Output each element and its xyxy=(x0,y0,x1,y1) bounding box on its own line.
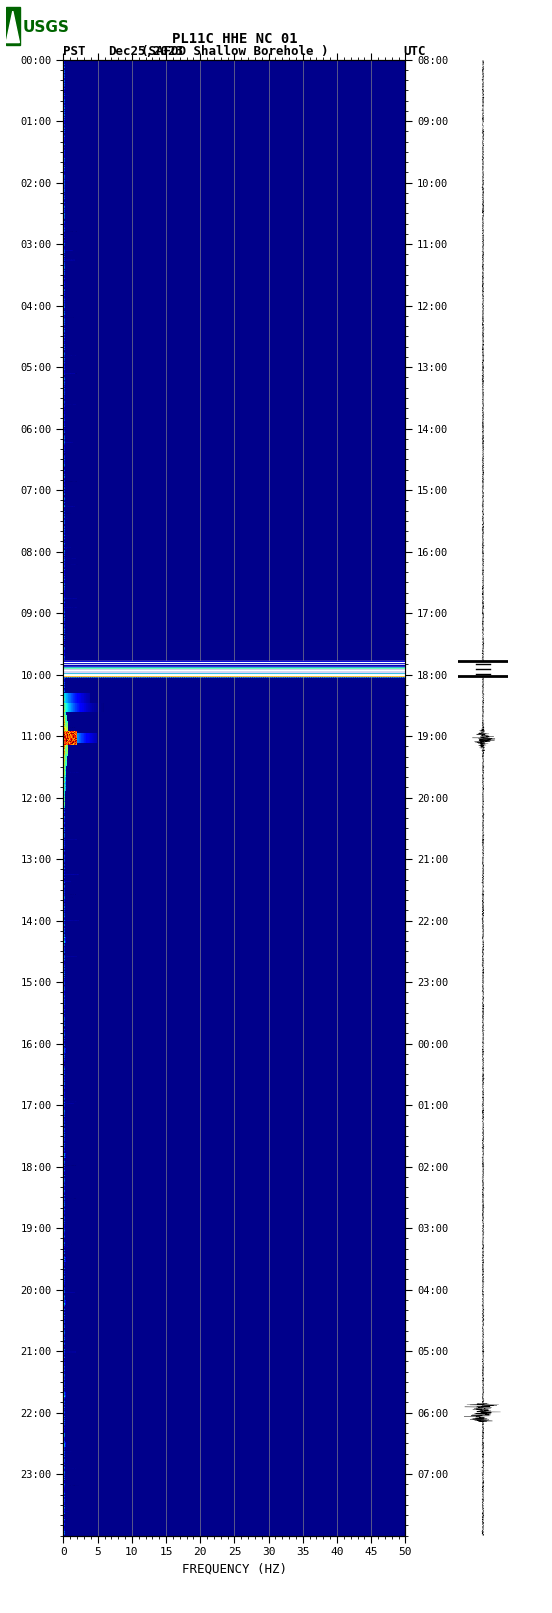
Text: PL11C HHE NC 01: PL11C HHE NC 01 xyxy=(172,32,298,45)
Text: (SAFOD Shallow Borehole ): (SAFOD Shallow Borehole ) xyxy=(141,45,328,58)
Text: USGS: USGS xyxy=(23,21,70,35)
Bar xyxy=(458,661,508,676)
Polygon shape xyxy=(6,11,19,42)
Text: UTC: UTC xyxy=(403,45,426,58)
X-axis label: FREQUENCY (HZ): FREQUENCY (HZ) xyxy=(182,1563,287,1576)
Text: PST: PST xyxy=(63,45,86,58)
Text: Dec25,2023: Dec25,2023 xyxy=(108,45,183,58)
Bar xyxy=(6,6,20,45)
Bar xyxy=(63,661,405,676)
